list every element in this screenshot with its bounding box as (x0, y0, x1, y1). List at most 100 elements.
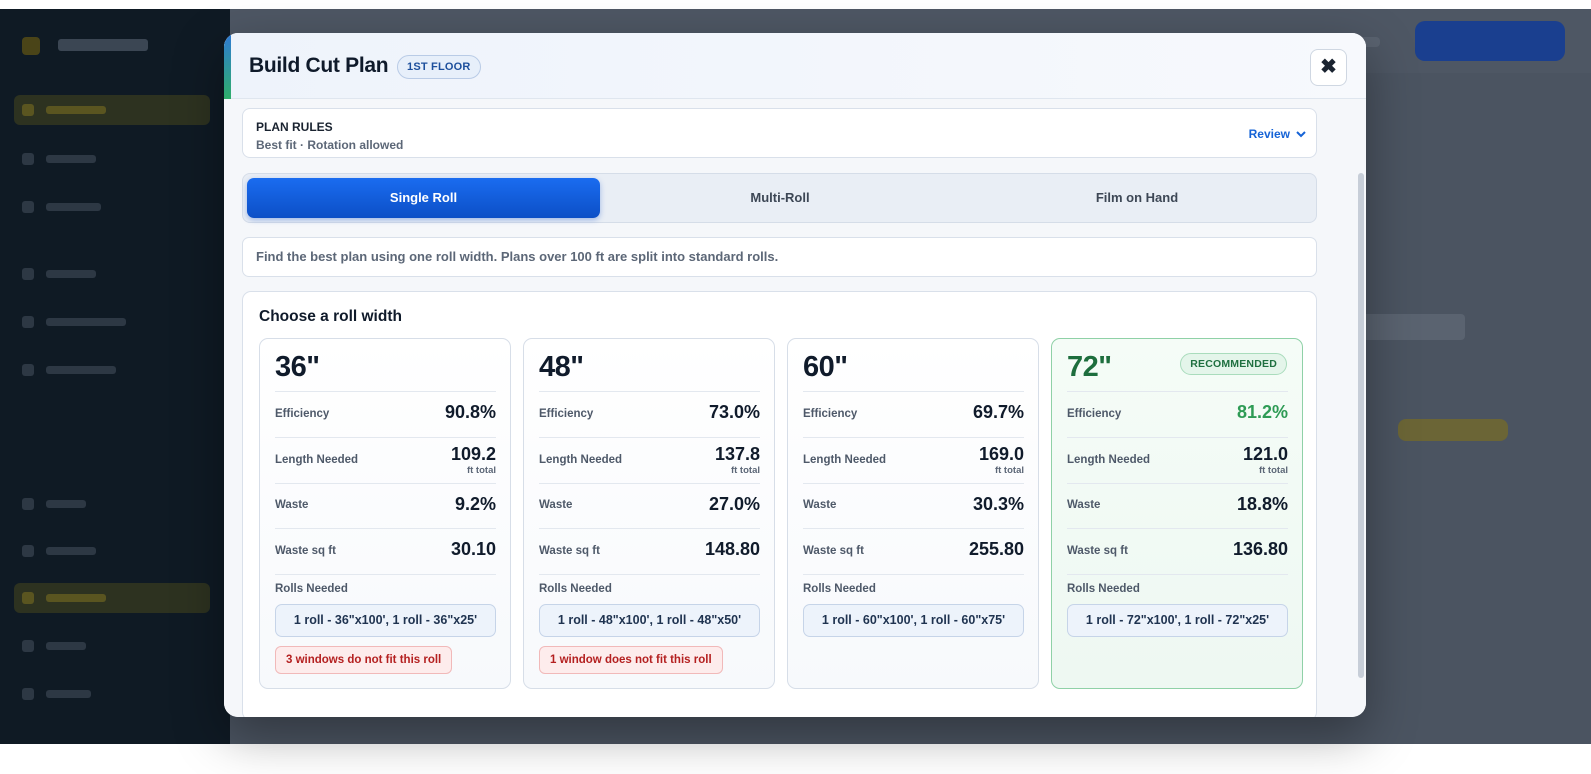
sidebar-item (14, 536, 210, 566)
plan-rules-summary: Best fit · Rotation allowed (256, 138, 404, 152)
recommended-badge: RECOMMENDED (1180, 353, 1287, 375)
rolls-needed-value: 1 roll - 72"x100', 1 roll - 72"x25' (1067, 604, 1288, 637)
stat-label: Efficiency (1067, 408, 1122, 420)
stat-efficiency: Efficiency 81.2% (1067, 391, 1288, 437)
plan-rules-title: PLAN RULES (256, 120, 333, 134)
card-width: 48" (539, 351, 584, 383)
review-button[interactable]: Review (1249, 127, 1306, 141)
stat-label: Waste (539, 499, 573, 511)
modal-title: Build Cut Plan (249, 54, 389, 77)
card-width: 72" (1067, 351, 1112, 383)
modal-scrollbar-thumb[interactable] (1358, 173, 1364, 678)
roll-width-title: Choose a roll width (259, 308, 402, 325)
stat-value: 30.3% (972, 494, 1024, 514)
plan-mode-tabs: Single Roll Multi-Roll Film on Hand (242, 173, 1317, 223)
stat-label: Waste (803, 499, 837, 511)
roll-width-card-48[interactable]: 48" Efficiency 73.0% Length Needed 137.8… (523, 338, 775, 689)
sidebar-item (14, 631, 210, 661)
roll-width-card-72[interactable]: 72" RECOMMENDED Efficiency 81.2% Length … (1051, 338, 1303, 689)
stat-waste: Waste 18.8% (1067, 483, 1288, 528)
stat-label: Length Needed (539, 454, 623, 466)
tab-single-roll[interactable]: Single Roll (247, 178, 600, 218)
stat-value: 109.2 (450, 444, 496, 464)
rolls-needed-value: 1 roll - 36"x100', 1 roll - 36"x25' (275, 604, 496, 637)
tab-multi-roll[interactable]: Multi-Roll (750, 190, 810, 205)
sidebar-item (14, 95, 210, 125)
close-button[interactable]: ✖ (1310, 49, 1347, 86)
rolls-needed-label: Rolls Needed (275, 583, 348, 595)
stat-label: Waste (1067, 499, 1101, 511)
chevron-down-icon (1296, 131, 1306, 138)
sidebar-item (14, 259, 210, 289)
roll-width-section: Choose a roll width 36" Efficiency 90.8%… (242, 291, 1317, 717)
tab-film-on-hand[interactable]: Film on Hand (1095, 190, 1179, 205)
stat-efficiency: Efficiency 73.0% (539, 391, 760, 437)
stat-unit: ft total (994, 465, 1024, 476)
stat-value: 73.0% (708, 402, 760, 422)
rolls-needed-label: Rolls Needed (539, 583, 612, 595)
stat-value: 136.80 (1232, 539, 1288, 559)
stat-value: 18.8% (1236, 494, 1288, 514)
app-placeholder (1355, 314, 1465, 340)
build-cut-plan-modal: Build Cut Plan 1ST FLOOR ✖ PLAN RULES Be… (224, 33, 1366, 717)
stat-value: 255.80 (968, 539, 1024, 559)
stat-waste-sqft: Waste sq ft 30.10 (275, 528, 496, 574)
plan-rules-panel: PLAN RULES Best fit · Rotation allowed R… (242, 108, 1317, 158)
app-logo (22, 33, 152, 57)
close-icon: ✖ (1320, 56, 1337, 78)
stat-label: Length Needed (1067, 454, 1151, 466)
sidebar-item (14, 192, 210, 222)
stat-waste: Waste 9.2% (275, 483, 496, 528)
stat-label: Waste sq ft (539, 545, 600, 557)
stat-label: Waste sq ft (803, 545, 864, 557)
stat-value: 148.80 (704, 539, 760, 559)
sidebar-item (14, 307, 210, 337)
divider (275, 574, 496, 575)
stat-label: Efficiency (539, 408, 594, 420)
stat-label: Efficiency (275, 408, 330, 420)
stat-label: Efficiency (803, 408, 858, 420)
floor-badge: 1ST FLOOR (397, 55, 481, 79)
divider (803, 574, 1024, 575)
stat-label: Length Needed (803, 454, 887, 466)
mode-description: Find the best plan using one roll width.… (242, 237, 1317, 277)
stat-value: 90.8% (444, 402, 496, 422)
app-sidebar (0, 9, 230, 744)
review-label: Review (1248, 127, 1290, 141)
rolls-needed-label: Rolls Needed (803, 583, 876, 595)
stat-length: Length Needed 137.8 ft total (539, 437, 760, 483)
stat-waste: Waste 30.3% (803, 483, 1024, 528)
stat-value: 30.10 (450, 539, 496, 559)
divider (1067, 574, 1288, 575)
sidebar-item (14, 679, 210, 709)
fit-warning-badge: 1 window does not fit this roll (539, 646, 723, 674)
sidebar-item (14, 355, 210, 385)
stat-length: Length Needed 121.0 ft total (1067, 437, 1288, 483)
stat-length: Length Needed 169.0 ft total (803, 437, 1024, 483)
stat-label: Waste (275, 499, 309, 511)
stat-value: 69.7% (972, 402, 1024, 422)
roll-width-card-60[interactable]: 60" Efficiency 69.7% Length Needed 169.0… (787, 338, 1039, 689)
stat-unit: ft total (730, 465, 760, 476)
stat-label: Waste sq ft (1067, 545, 1128, 557)
modal-header: Build Cut Plan 1ST FLOOR ✖ (224, 33, 1366, 99)
stat-value: 81.2% (1236, 402, 1288, 422)
rolls-needed-label: Rolls Needed (1067, 583, 1140, 595)
roll-width-card-36[interactable]: 36" Efficiency 90.8% Length Needed 109.2… (259, 338, 511, 689)
stat-label: Length Needed (275, 454, 359, 466)
stat-waste-sqft: Waste sq ft 136.80 (1067, 528, 1288, 574)
stat-waste-sqft: Waste sq ft 148.80 (539, 528, 760, 574)
rolls-needed-value: 1 roll - 60"x100', 1 roll - 60"x75' (803, 604, 1024, 637)
stat-efficiency: Efficiency 90.8% (275, 391, 496, 437)
stat-waste-sqft: Waste sq ft 255.80 (803, 528, 1024, 574)
stat-value: 169.0 (978, 444, 1024, 464)
rolls-needed-value: 1 roll - 48"x100', 1 roll - 48"x50' (539, 604, 760, 637)
stat-value: 27.0% (708, 494, 760, 514)
app-primary-button (1415, 21, 1565, 61)
stat-unit: ft total (1258, 465, 1288, 476)
stat-length: Length Needed 109.2 ft total (275, 437, 496, 483)
stat-waste: Waste 27.0% (539, 483, 760, 528)
sidebar-item (14, 144, 210, 174)
stat-value: 137.8 (714, 444, 760, 464)
sidebar-item (14, 489, 210, 519)
